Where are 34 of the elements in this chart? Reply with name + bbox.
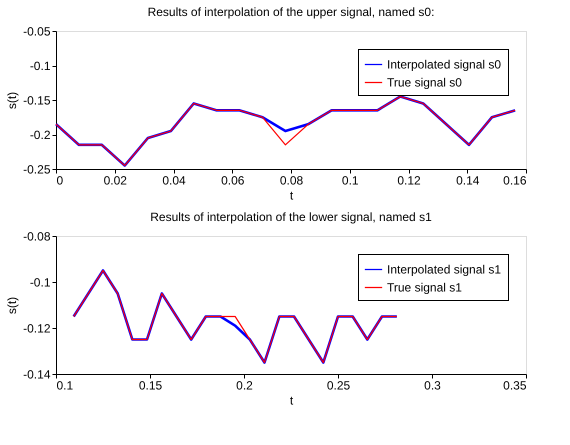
chart-title: Results of interpolation of the upper signal, named s0: <box>148 5 434 19</box>
y-tick-label: -0.05 <box>23 24 51 38</box>
legend-label: True signal s0 <box>387 76 462 90</box>
x-tick-label: 0.16 <box>503 174 527 188</box>
x-tick-label: 0.1 <box>56 378 74 392</box>
x-tick-label: 0.3 <box>424 378 442 392</box>
x-tick-label: 0.25 <box>326 378 350 392</box>
y-axis-title: s(t) <box>5 92 20 110</box>
x-tick-label: 0.2 <box>236 378 254 392</box>
y-tick-label: -0.14 <box>23 368 51 382</box>
chart-title: Results of interpolation of the lower signal, named s1 <box>150 210 432 224</box>
y-tick-label: -0.2 <box>30 128 51 142</box>
legend-label: Interpolated signal s0 <box>387 58 502 72</box>
y-tick-label: -0.1 <box>30 59 51 73</box>
legend-label: True signal s1 <box>387 280 462 294</box>
y-axis-title: s(t) <box>5 296 20 314</box>
x-tick-label: 0.06 <box>221 174 245 188</box>
y-tick-label: -0.25 <box>23 162 51 176</box>
y-tick-label: -0.12 <box>23 322 51 336</box>
y-tick-label: -0.08 <box>23 230 51 244</box>
x-tick-label: 0.08 <box>280 174 304 188</box>
x-tick-label: 0.14 <box>456 174 480 188</box>
x-axis-title: t <box>290 188 294 202</box>
x-tick-label: 0.04 <box>162 174 186 188</box>
y-tick-label: -0.1 <box>30 276 51 290</box>
x-axis-title: t <box>290 394 294 408</box>
x-tick-label: 0.12 <box>397 174 421 188</box>
x-tick-label: 0.15 <box>138 378 162 392</box>
legend-label: Interpolated signal s1 <box>387 262 502 276</box>
x-tick-label: 0.35 <box>503 378 527 392</box>
x-tick-label: 0 <box>56 174 64 188</box>
x-tick-label: 0.1 <box>342 174 359 188</box>
x-tick-label: 0.02 <box>104 174 128 188</box>
y-tick-label: -0.15 <box>23 94 51 108</box>
